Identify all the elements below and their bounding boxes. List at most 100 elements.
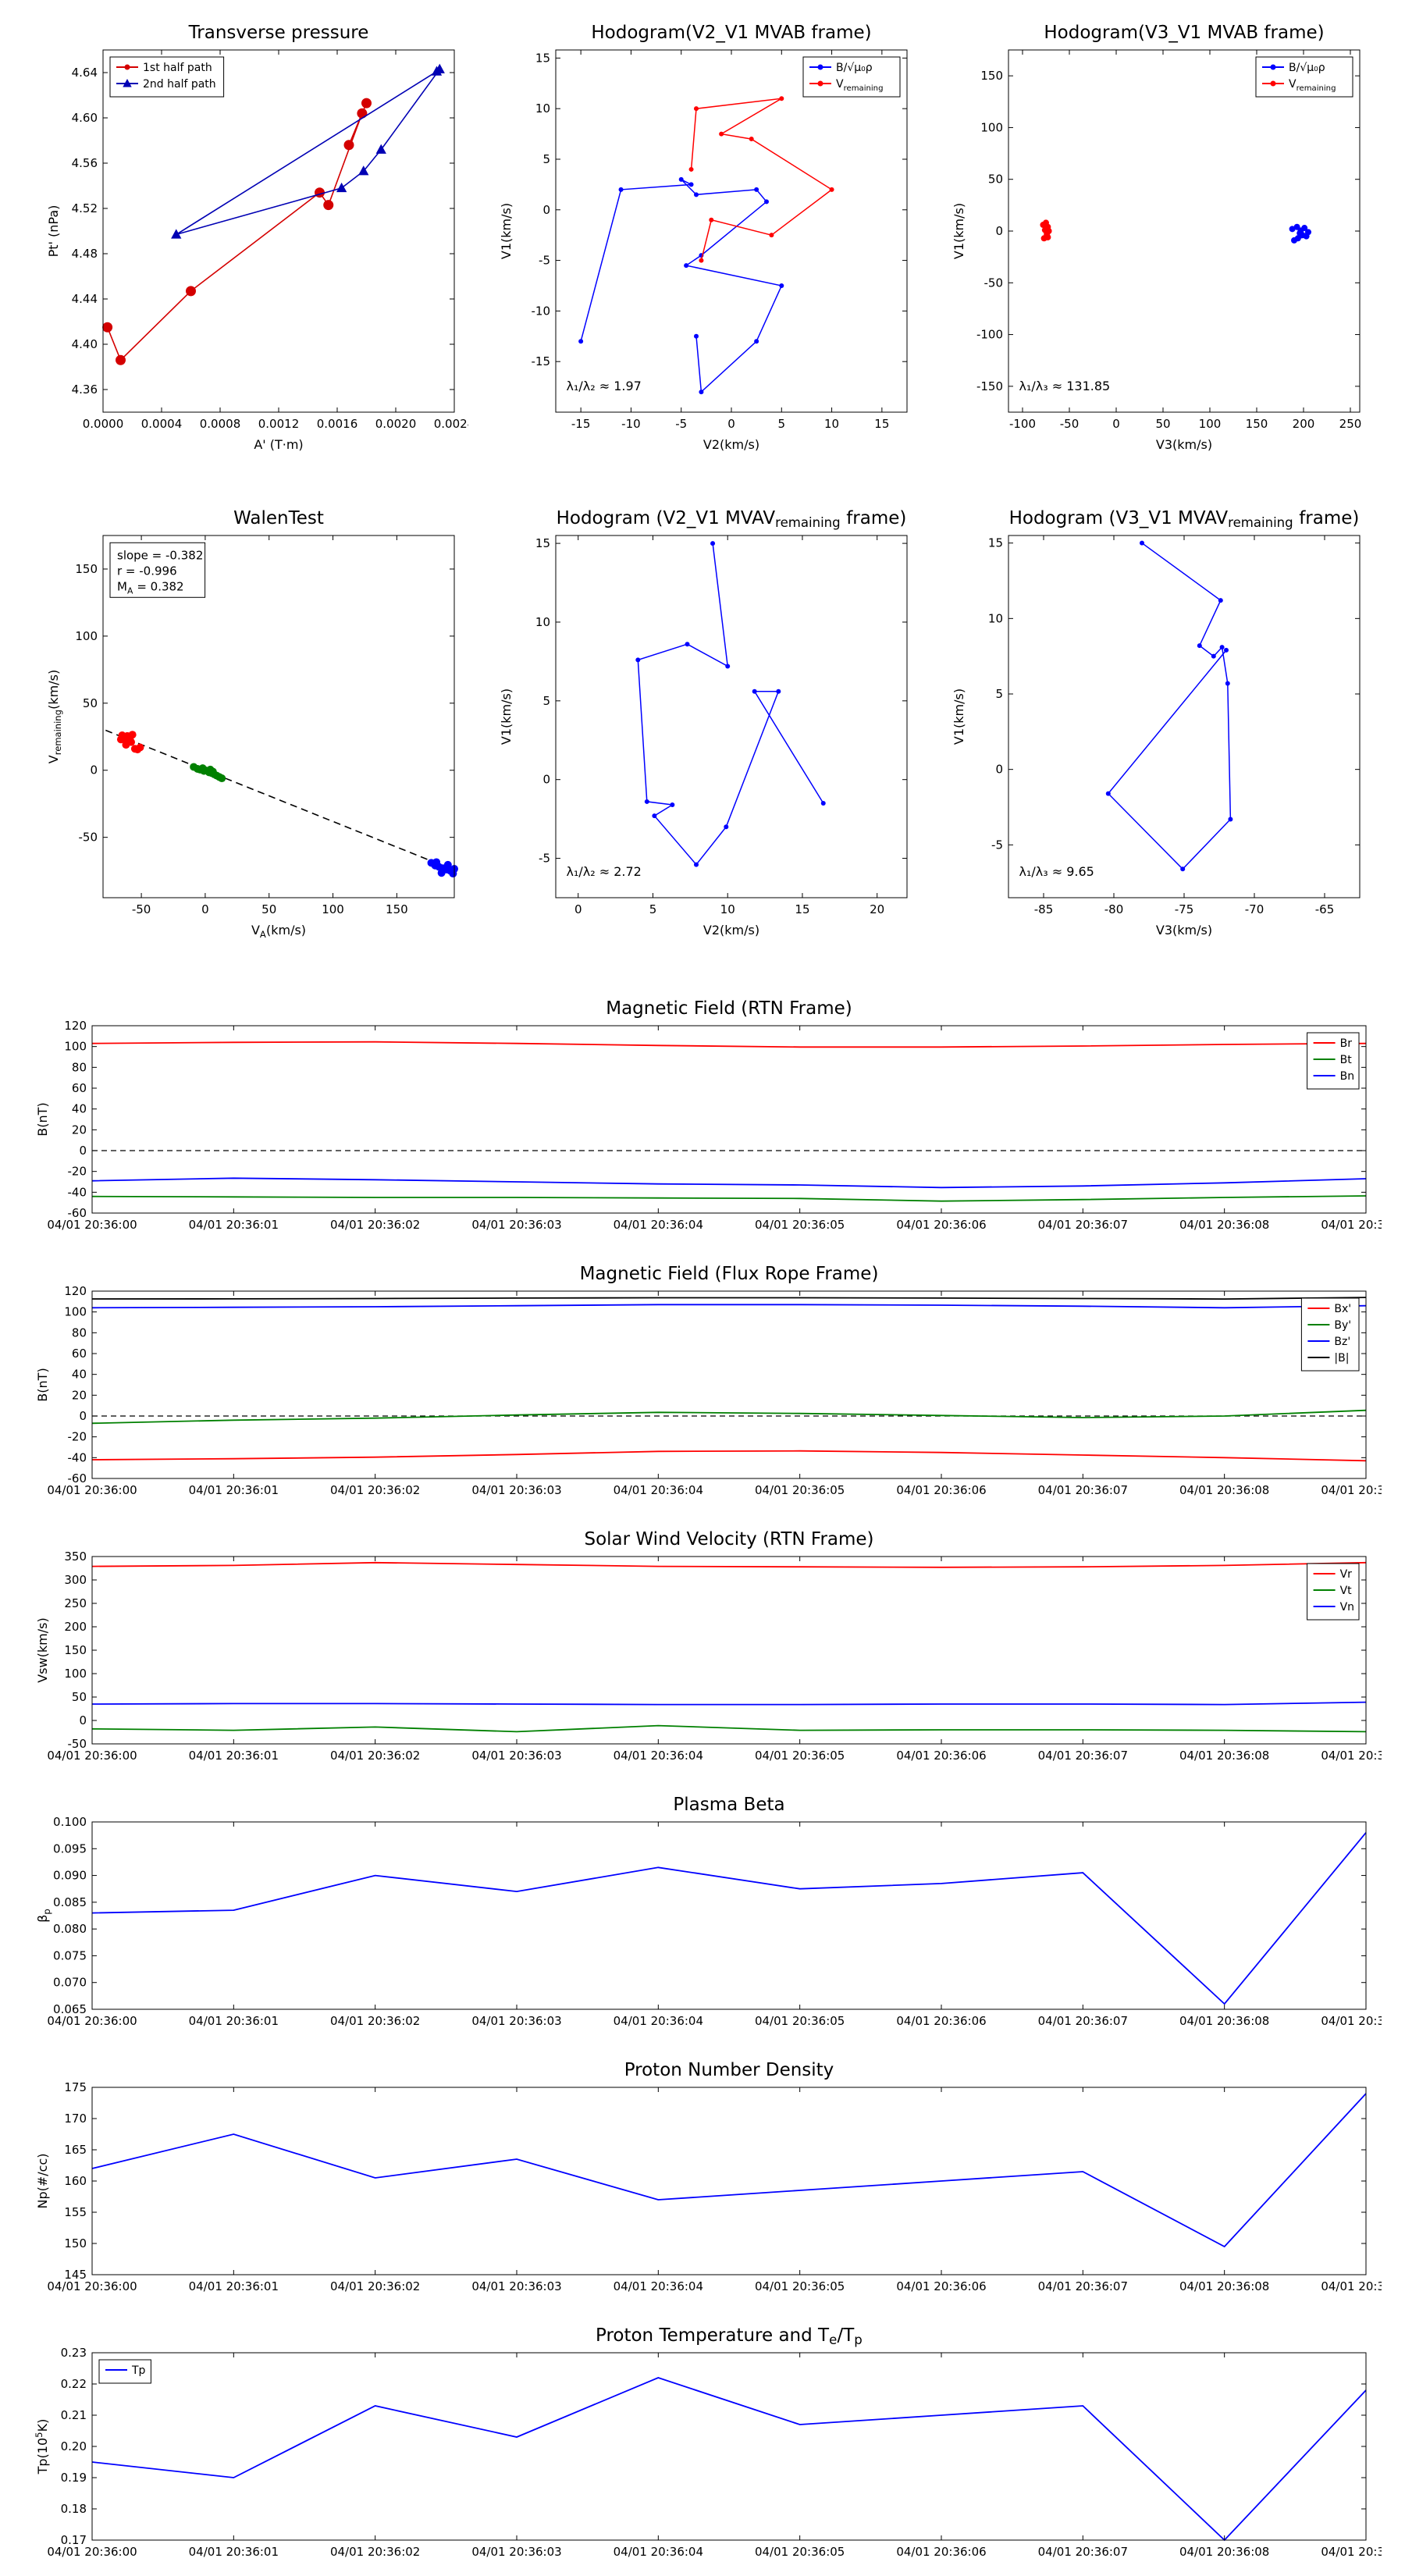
point-marker: [208, 767, 217, 776]
chart-title: Proton Number Density: [624, 2060, 834, 2080]
x-tick-label: 04/01 20:36:09: [1321, 2545, 1382, 2559]
legend-label: Vr: [1340, 1568, 1353, 1581]
series-Bt: [91, 1195, 1367, 1202]
x-tick-label: 04/01 20:36:01: [189, 1218, 279, 1232]
y-tick-label: 4.56: [72, 156, 98, 170]
series-B/√μ₀ρ: [580, 179, 783, 393]
x-tick-label: 100: [322, 902, 344, 916]
point-marker: [769, 233, 774, 238]
y-tick-label: -20: [68, 1165, 87, 1179]
y-tick-label: 0.21: [61, 2408, 87, 2422]
x-tick-label: 04/01 20:36:08: [1179, 2279, 1269, 2293]
chart-title: Magnetic Field (RTN Frame): [606, 998, 852, 1019]
triangle-marker: [123, 79, 132, 87]
chart-svg-mag-rtn: 04/01 20:36:00 04/01 20:36:01 04/01 20:36:…: [35, 998, 1382, 1232]
point-marker: [779, 283, 784, 288]
point-marker: [1044, 233, 1051, 240]
x-axis-label: V3(km/s): [1156, 437, 1212, 452]
y-axis-label: B(nT): [35, 1368, 50, 1401]
y-tick-label: 15: [988, 536, 1003, 550]
x-tick-label: 04/01 20:36:01: [189, 2014, 279, 2028]
x-tick-label: -10: [621, 417, 641, 431]
series-V: [1107, 543, 1232, 870]
y-tick-label: 0.100: [53, 1815, 87, 1829]
y-tick-label: 4.40: [72, 337, 98, 351]
point-marker: [1303, 233, 1310, 240]
point-marker: [754, 339, 759, 344]
y-tick-label: 0.18: [61, 2502, 87, 2516]
axes-frame: [91, 2352, 1367, 2541]
y-tick-label: 145: [64, 2268, 87, 2282]
x-tick-label: 04/01 20:36:00: [47, 2279, 137, 2293]
y-tick-label: 0.085: [53, 1895, 87, 1909]
y-tick-label: 150: [64, 2236, 87, 2250]
y-tick-label: 100: [75, 629, 98, 643]
annotation: λ₁/λ₃ ≈ 9.65: [1019, 864, 1094, 879]
point-marker: [764, 199, 769, 205]
triangle-marker: [171, 229, 182, 239]
x-tick-label: 04/01 20:36:07: [1038, 2014, 1128, 2028]
stats-box-line: r = -0.996: [117, 564, 177, 578]
chart-title: Solar Wind Velocity (RTN Frame): [584, 1529, 873, 1550]
chart-hodogram-v2v1-mvab: -15 -10 -5 0 5 10 15 -15 -10 -5 0 5 10 15 Hodogram(V2_…: [484, 14, 921, 462]
point-marker: [449, 870, 457, 878]
y-tick-label: 100: [64, 1305, 87, 1319]
axes-frame: [555, 535, 908, 898]
y-tick-label: 20: [72, 1388, 87, 1402]
x-tick-label: -15: [571, 417, 591, 431]
point-marker: [124, 64, 130, 70]
y-tick-label: 4.52: [72, 201, 98, 215]
point-marker: [699, 258, 704, 263]
y-axis-label: Tp(105 K): [34, 2419, 50, 2475]
chart-svg-proton-density: 04/01 20:36:00 04/01 20:36:01 04/01 20:36:…: [35, 2060, 1382, 2293]
x-tick-label: 150: [386, 902, 408, 916]
y-tick-label: 10: [988, 611, 1003, 625]
stats-box-line: slope = -0.382: [117, 548, 203, 562]
axes-frame: [91, 1025, 1367, 1214]
y-axis-label: Np(#/cc): [35, 2154, 50, 2209]
x-tick-label: 0: [1112, 417, 1120, 431]
x-tick-label: 04/01 20:36:06: [896, 1218, 986, 1232]
x-tick-label: 04/01 20:36:06: [896, 2014, 986, 2028]
x-tick-label: 04/01 20:36:02: [330, 1218, 420, 1232]
point-marker: [200, 767, 208, 775]
y-axis-label: Pt' (nPa): [46, 205, 61, 258]
series-Br: [91, 1041, 1367, 1048]
y-tick-label: 170: [64, 2112, 87, 2126]
x-tick-label: 04/01 20:36:04: [614, 2279, 703, 2293]
point-marker: [710, 541, 716, 546]
chart-transverse-pressure: 0.0000 0.0004 0.0008 0.0012 0.0016 0.0020 0.00…: [31, 14, 468, 462]
point-marker: [694, 333, 699, 339]
point-marker: [820, 800, 826, 806]
point-marker: [829, 187, 834, 192]
x-tick-label: 15: [874, 417, 889, 431]
chart-title: Hodogram(V3_V1 MVAB frame): [1044, 23, 1324, 43]
chart-svg-hodogram-v3v1-mvab: -100 -50 0 50 100 150 200 250 -150 -100 -50 0 50 100 1…: [951, 23, 1361, 452]
chart-svg-mag-fluxrope: 04/01 20:36:00 04/01 20:36:01 04/01 20:36:…: [35, 1264, 1382, 1497]
triangle-marker: [336, 182, 347, 193]
y-tick-label: 160: [64, 2174, 87, 2188]
x-tick-label: 04/01 20:36:01: [189, 1483, 279, 1497]
y-tick-label: 60: [72, 1347, 87, 1361]
x-tick-label: 04/01 20:36:02: [330, 1749, 420, 1763]
x-tick-label: -50: [1060, 417, 1080, 431]
x-tick-label: 0.0012: [258, 417, 300, 431]
series-Vr: [91, 1561, 1367, 1568]
point-marker: [749, 137, 754, 142]
y-tick-label: 0.23: [61, 2346, 87, 2360]
legend-label: B/√μ₀ρ: [836, 62, 873, 74]
point-marker: [1301, 225, 1308, 232]
legend-label: Bx': [1334, 1303, 1351, 1315]
y-tick-label: 300: [64, 1573, 87, 1587]
point-marker: [323, 200, 334, 211]
series-fit: [105, 729, 452, 870]
x-tick-label: -5: [675, 417, 687, 431]
x-tick-label: 04/01 20:36:03: [471, 2545, 561, 2559]
point-marker: [1197, 643, 1202, 649]
x-tick-label: 04/01 20:36:09: [1321, 2014, 1382, 2028]
x-tick-label: 04/01 20:36:08: [1179, 2014, 1269, 2028]
y-tick-label: 50: [72, 1690, 87, 1704]
point-marker: [688, 182, 694, 187]
point-marker: [685, 642, 690, 647]
